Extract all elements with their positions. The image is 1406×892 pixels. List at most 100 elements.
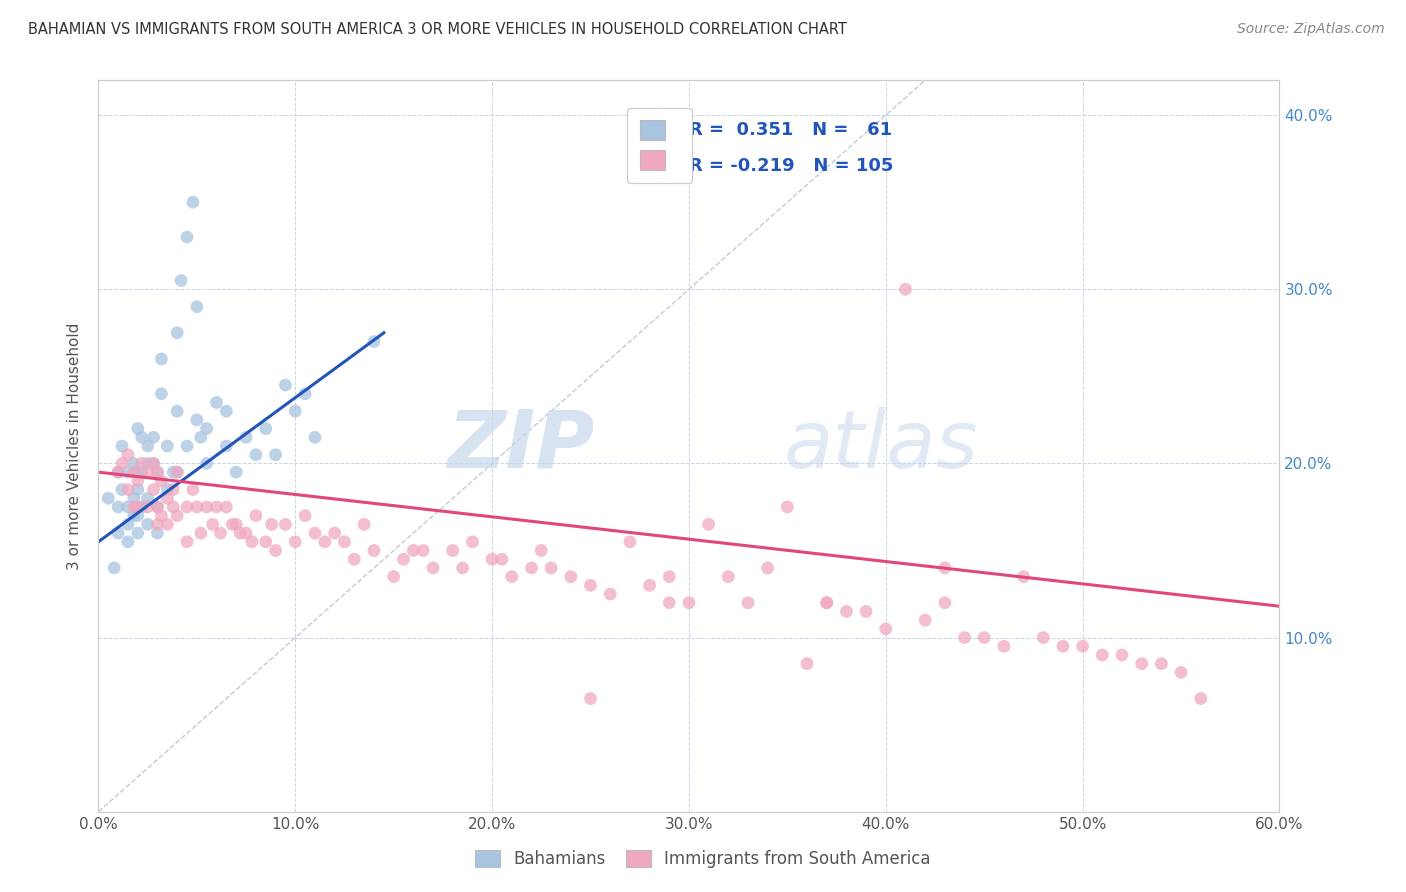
Point xyxy=(658,596,681,610)
Point xyxy=(481,552,503,566)
Point xyxy=(294,508,316,523)
Point xyxy=(156,517,179,532)
Point xyxy=(333,534,356,549)
Point xyxy=(815,596,838,610)
Point xyxy=(1189,691,1212,706)
Point xyxy=(363,543,385,558)
Point xyxy=(162,483,184,497)
Point xyxy=(195,421,218,435)
Point xyxy=(146,500,169,514)
Point xyxy=(209,526,232,541)
Point xyxy=(122,500,145,514)
Point xyxy=(1091,648,1114,662)
Point xyxy=(111,483,134,497)
Text: R = -0.219   N = 105: R = -0.219 N = 105 xyxy=(689,157,893,175)
Point xyxy=(638,578,661,592)
Point xyxy=(875,622,897,636)
Point xyxy=(540,561,562,575)
Point xyxy=(343,552,366,566)
Point xyxy=(142,457,165,471)
Point xyxy=(142,483,165,497)
Point xyxy=(461,534,484,549)
Point xyxy=(229,526,252,541)
Point xyxy=(136,465,159,479)
Point xyxy=(107,465,129,479)
Point xyxy=(240,534,263,549)
Point xyxy=(127,421,149,435)
Point xyxy=(894,282,917,296)
Point xyxy=(619,534,641,549)
Point xyxy=(131,457,153,471)
Point xyxy=(136,517,159,532)
Point xyxy=(776,500,799,514)
Point xyxy=(796,657,818,671)
Point xyxy=(131,430,153,444)
Point xyxy=(111,439,134,453)
Point xyxy=(186,500,208,514)
Point xyxy=(150,474,173,488)
Point xyxy=(127,508,149,523)
Point xyxy=(107,526,129,541)
Point xyxy=(1130,657,1153,671)
Point xyxy=(142,430,165,444)
Point xyxy=(835,604,858,618)
Point xyxy=(176,230,198,244)
Legend: Bahamians, Immigrants from South America: Bahamians, Immigrants from South America xyxy=(468,843,938,875)
Point xyxy=(284,404,307,418)
Point xyxy=(205,395,228,409)
Point xyxy=(122,457,145,471)
Point xyxy=(176,500,198,514)
Point xyxy=(146,500,169,514)
Point xyxy=(107,465,129,479)
Point xyxy=(136,457,159,471)
Point xyxy=(131,465,153,479)
Point xyxy=(156,483,179,497)
Point xyxy=(1150,657,1173,671)
Point xyxy=(131,500,153,514)
Point xyxy=(382,569,405,583)
Point xyxy=(111,457,134,471)
Point xyxy=(215,500,238,514)
Point xyxy=(314,534,336,549)
Point xyxy=(737,596,759,610)
Point xyxy=(117,465,139,479)
Point xyxy=(304,430,326,444)
Point xyxy=(599,587,621,601)
Point xyxy=(117,517,139,532)
Point xyxy=(127,465,149,479)
Point xyxy=(190,526,212,541)
Point xyxy=(815,596,838,610)
Point xyxy=(353,517,375,532)
Point xyxy=(1071,640,1094,654)
Point xyxy=(181,483,204,497)
Point xyxy=(235,526,257,541)
Point xyxy=(402,543,425,558)
Point xyxy=(323,526,346,541)
Point xyxy=(678,596,700,610)
Point xyxy=(146,465,169,479)
Point xyxy=(756,561,779,575)
Point xyxy=(162,500,184,514)
Point xyxy=(127,474,149,488)
Point xyxy=(166,465,188,479)
Point xyxy=(195,457,218,471)
Point xyxy=(560,569,582,583)
Point xyxy=(215,404,238,418)
Point xyxy=(150,386,173,401)
Point xyxy=(855,604,877,618)
Legend: , : , xyxy=(627,108,692,183)
Point xyxy=(1111,648,1133,662)
Point xyxy=(245,448,267,462)
Point xyxy=(150,351,173,366)
Point xyxy=(166,404,188,418)
Text: atlas: atlas xyxy=(783,407,979,485)
Point xyxy=(422,561,444,575)
Point xyxy=(274,517,297,532)
Text: R =  0.351   N =   61: R = 0.351 N = 61 xyxy=(689,120,891,138)
Point xyxy=(1012,569,1035,583)
Point xyxy=(156,439,179,453)
Point xyxy=(117,483,139,497)
Point xyxy=(235,430,257,444)
Point xyxy=(107,500,129,514)
Point xyxy=(150,508,173,523)
